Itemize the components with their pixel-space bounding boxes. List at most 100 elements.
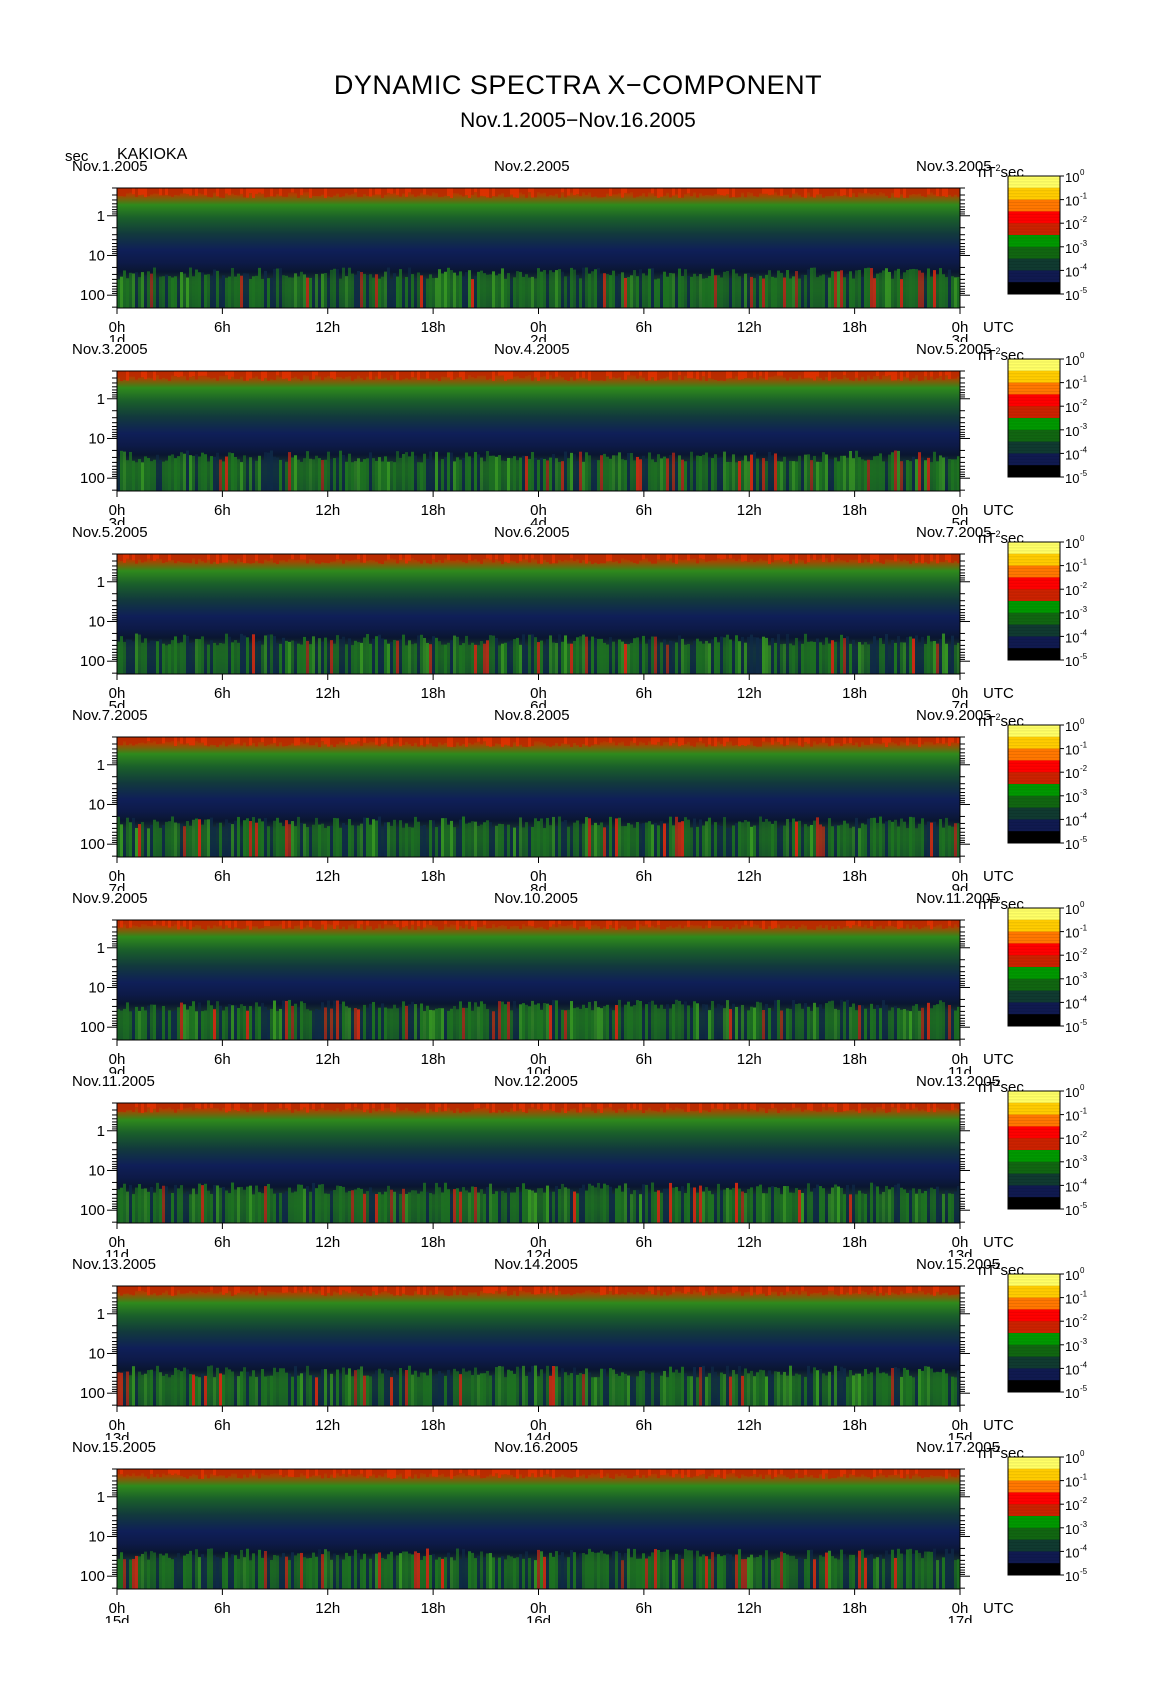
day-label: 11d <box>948 1064 972 1074</box>
x-tick-label: 6h <box>636 1051 653 1068</box>
colorbar-tick-label: 10 <box>1065 1545 1079 1560</box>
colorbar-tick-exponent: -3 <box>1080 1154 1088 1163</box>
panel-date-mid: Nov.2.2005 <box>494 158 570 175</box>
colorbar-tick-label: 10 <box>1065 1339 1079 1354</box>
x-axis-unit: UTC <box>983 1051 1014 1068</box>
x-tick-label: 18h <box>842 1600 867 1617</box>
colorbar-tick-exponent: -4 <box>1080 1360 1088 1369</box>
y-axis-ticks <box>107 553 970 674</box>
colorbar-tick-exponent: 0 <box>1080 534 1085 543</box>
colorbar-tick-exponent: -1 <box>1080 1290 1088 1299</box>
colorbar-tick-exponent: -5 <box>1080 1567 1088 1576</box>
colorbar-tick-label: 10 <box>1065 813 1079 828</box>
x-tick-label: 0h <box>530 319 547 336</box>
colorbar-tick-exponent: -5 <box>1080 286 1088 295</box>
x-tick-label: 18h <box>421 502 446 519</box>
spectrum-panel-3: Nov.5.2005 Nov.6.2005 Nov.7.2005 nT2sec 1 10 1… <box>0 524 1156 708</box>
panel-date-mid: Nov.16.2005 <box>494 1439 578 1456</box>
x-tick-label: 12h <box>315 1234 340 1251</box>
y-axis-unit-label: sec <box>65 148 89 165</box>
colorbar-tick-exponent: -4 <box>1080 1177 1088 1186</box>
colorbar-tick-label: 10 <box>1065 241 1079 256</box>
x-tick-label: 0h <box>109 1051 126 1068</box>
colorbar-tick-exponent: -1 <box>1080 558 1088 567</box>
day-label: 8d <box>530 881 547 891</box>
spectrogram-texture <box>117 188 960 308</box>
panel-date-start: Nov.9.2005 <box>72 890 148 907</box>
colorbar-tick-exponent: -1 <box>1080 1107 1088 1116</box>
spectrum-panel-1: Nov.1.2005 Nov.2.2005 Nov.3.2005 nT2sec 1 10 1… <box>0 158 1156 342</box>
chart-subtitle: Nov.1.2005−Nov.16.2005 <box>460 109 696 132</box>
panel-date-mid: Nov.12.2005 <box>494 1073 578 1090</box>
colorbar-tick-label: 10 <box>1065 447 1079 462</box>
panel-date-start: Nov.11.2005 <box>72 1073 155 1090</box>
x-tick-label: 6h <box>636 502 653 519</box>
spectrum-panel-8: Nov.15.2005 Nov.16.2005 Nov.17.2005 nT2sec 1… <box>0 1439 1156 1623</box>
colorbar-tick-label: 10 <box>1065 1475 1079 1490</box>
x-tick-label: 0h <box>109 1234 126 1251</box>
x-tick-label: 6h <box>214 1051 231 1068</box>
colorbar-tick-label: 10 <box>1065 1109 1079 1124</box>
day-label: 13d <box>947 1247 972 1257</box>
x-axis-unit: UTC <box>983 319 1014 336</box>
colorbar-tick-label: 10 <box>1065 902 1079 917</box>
colorbar-tick-label: 10 <box>1065 353 1079 368</box>
panel-date-end: Nov.7.2005 <box>916 524 992 541</box>
panel-date-end: Nov.3.2005 <box>916 158 992 175</box>
x-tick-label: 6h <box>214 1417 231 1434</box>
colorbar-tick-exponent: -2 <box>1080 764 1088 773</box>
x-tick-label: 0h <box>530 1234 547 1251</box>
colorbar-tick-label: 10 <box>1065 1268 1079 1283</box>
colorbar-tick-label: 10 <box>1065 583 1079 598</box>
x-tick-label: 0h <box>530 1417 547 1434</box>
x-tick-label: 0h <box>952 1051 969 1068</box>
x-tick-label: 18h <box>421 868 446 885</box>
day-label: 7d <box>952 698 969 708</box>
x-tick-label: 12h <box>737 502 762 519</box>
colorbar-tick-label: 10 <box>1065 1451 1079 1466</box>
spectrogram-texture <box>117 371 960 491</box>
x-tick-label: 18h <box>842 1417 867 1434</box>
x-tick-label: 0h <box>109 1417 126 1434</box>
day-label: 5d <box>952 515 969 525</box>
x-tick-label: 6h <box>636 685 653 702</box>
y-axis-ticks <box>107 1468 970 1589</box>
x-tick-label: 6h <box>214 502 231 519</box>
colorbar-tick-exponent: -2 <box>1080 215 1088 224</box>
day-label: 9d <box>109 1064 126 1074</box>
colorbar-tick-exponent: -2 <box>1080 581 1088 590</box>
colorbar-tick-exponent: -2 <box>1080 947 1088 956</box>
x-axis-unit: UTC <box>983 1417 1014 1434</box>
day-label: 1d <box>109 332 126 342</box>
day-label: 7d <box>109 881 126 891</box>
day-label: 15d <box>947 1430 972 1440</box>
panel-date-mid: Nov.4.2005 <box>494 341 570 358</box>
y-tick-label: 10 <box>88 796 105 813</box>
x-tick-label: 12h <box>315 868 340 885</box>
colorbar-tick-label: 10 <box>1065 1315 1079 1330</box>
y-axis-ticks <box>107 736 970 857</box>
colorbar-tick-label: 10 <box>1065 217 1079 232</box>
x-tick-label: 12h <box>737 1051 762 1068</box>
y-tick-label: 100 <box>80 1202 105 1219</box>
panel-date-start: Nov.3.2005 <box>72 341 148 358</box>
y-tick-label: 1 <box>97 1489 105 1506</box>
day-label: 3d <box>952 332 969 342</box>
x-tick-label: 12h <box>737 319 762 336</box>
colorbar-tick-label: 10 <box>1065 1020 1079 1035</box>
spectrogram-texture <box>117 737 960 857</box>
y-tick-label: 100 <box>80 470 105 487</box>
x-tick-label: 12h <box>315 319 340 336</box>
spectrum-panel-4: Nov.7.2005 Nov.8.2005 Nov.9.2005 nT2sec 1 10 1… <box>0 707 1156 891</box>
colorbar-tick-label: 10 <box>1065 288 1079 303</box>
station-label: KAKIOKA <box>117 146 188 163</box>
x-tick-label: 0h <box>952 1417 969 1434</box>
day-label: 13d <box>104 1430 129 1440</box>
colorbar-tick-label: 10 <box>1065 1498 1079 1513</box>
colorbar-tick-label: 10 <box>1065 400 1079 415</box>
